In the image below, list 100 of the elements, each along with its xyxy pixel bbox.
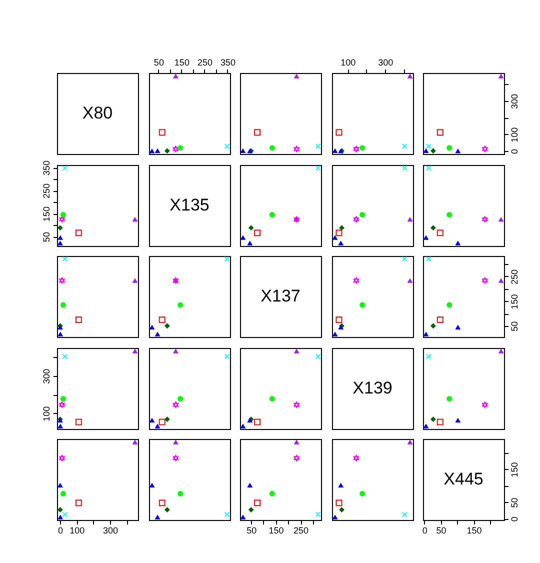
point — [248, 507, 254, 513]
point — [254, 500, 261, 507]
point — [294, 401, 300, 408]
point — [426, 354, 432, 359]
point — [456, 148, 462, 154]
point — [158, 418, 165, 426]
x-tick-label: 100 — [70, 526, 85, 536]
y-tick-label: 50 — [42, 232, 52, 242]
point — [132, 278, 138, 284]
text: X139 — [352, 378, 392, 398]
x-tick-label: 50 — [246, 526, 257, 536]
point — [60, 302, 66, 308]
point — [177, 396, 183, 402]
point — [402, 512, 408, 518]
point — [148, 148, 154, 154]
point — [172, 74, 178, 78]
point — [456, 324, 462, 330]
point — [58, 332, 64, 337]
x-tick-label: 250 — [197, 58, 212, 68]
point — [294, 455, 300, 462]
point — [132, 440, 138, 445]
point — [75, 316, 82, 324]
point — [426, 143, 432, 149]
point — [437, 229, 444, 236]
point — [430, 416, 436, 422]
point — [57, 240, 63, 245]
x-tick-label: 150 — [268, 526, 284, 536]
point — [57, 483, 63, 488]
point — [338, 224, 344, 230]
x-tick-label: 350 — [220, 58, 236, 68]
point — [270, 396, 276, 402]
point — [338, 483, 344, 488]
point — [60, 396, 66, 402]
point — [424, 423, 430, 428]
point — [353, 216, 359, 222]
point — [430, 323, 436, 329]
text: X80 — [82, 104, 113, 122]
point — [294, 146, 300, 152]
point — [498, 74, 504, 78]
x-tick-label: 250 — [294, 526, 309, 536]
point — [240, 234, 246, 240]
y-tick-label: 350 — [42, 160, 52, 176]
point — [75, 418, 82, 426]
x-tick-label: 0 — [58, 526, 64, 536]
point — [164, 416, 170, 422]
point — [148, 418, 154, 422]
x-tick-label: 50 — [436, 526, 447, 536]
point — [336, 500, 342, 507]
x-tick-label: 50 — [154, 58, 164, 68]
point — [482, 216, 488, 222]
y-tick-label: 300 — [510, 94, 520, 110]
point — [359, 212, 365, 218]
point — [59, 455, 65, 462]
point — [177, 491, 183, 497]
point — [482, 401, 488, 408]
point — [148, 483, 154, 488]
point — [424, 148, 430, 154]
point — [437, 418, 444, 426]
point — [316, 354, 321, 359]
y-tick-label: 150 — [42, 206, 52, 222]
x-tick-label: 150 — [174, 58, 190, 68]
point — [407, 440, 413, 445]
point — [75, 500, 82, 507]
point — [148, 324, 154, 330]
point — [132, 348, 138, 354]
point — [353, 146, 359, 152]
text: X137 — [260, 286, 301, 306]
point — [359, 145, 365, 151]
y-tick-label: 0 — [510, 517, 520, 522]
x-tick-label: 300 — [102, 526, 118, 536]
point — [446, 212, 452, 218]
point — [446, 396, 452, 402]
point — [359, 491, 365, 497]
point — [58, 234, 64, 240]
point — [172, 455, 178, 462]
point — [294, 440, 300, 445]
point — [424, 332, 430, 337]
point — [316, 512, 321, 518]
point — [316, 143, 321, 149]
point — [446, 302, 452, 308]
point — [254, 229, 261, 236]
point — [172, 146, 178, 152]
point — [430, 224, 436, 230]
point — [407, 278, 413, 284]
y-tick-label: 150 — [510, 294, 520, 310]
y-tick-label: 100 — [510, 127, 520, 142]
point — [154, 423, 160, 428]
point — [254, 129, 261, 136]
point — [332, 148, 338, 154]
point — [353, 277, 359, 284]
point — [164, 507, 170, 513]
point — [60, 212, 66, 218]
point — [498, 348, 504, 354]
point — [353, 455, 359, 462]
point — [482, 146, 488, 152]
point — [407, 74, 413, 78]
point — [158, 316, 165, 324]
point — [158, 500, 165, 507]
point — [407, 216, 413, 222]
point — [426, 256, 432, 262]
